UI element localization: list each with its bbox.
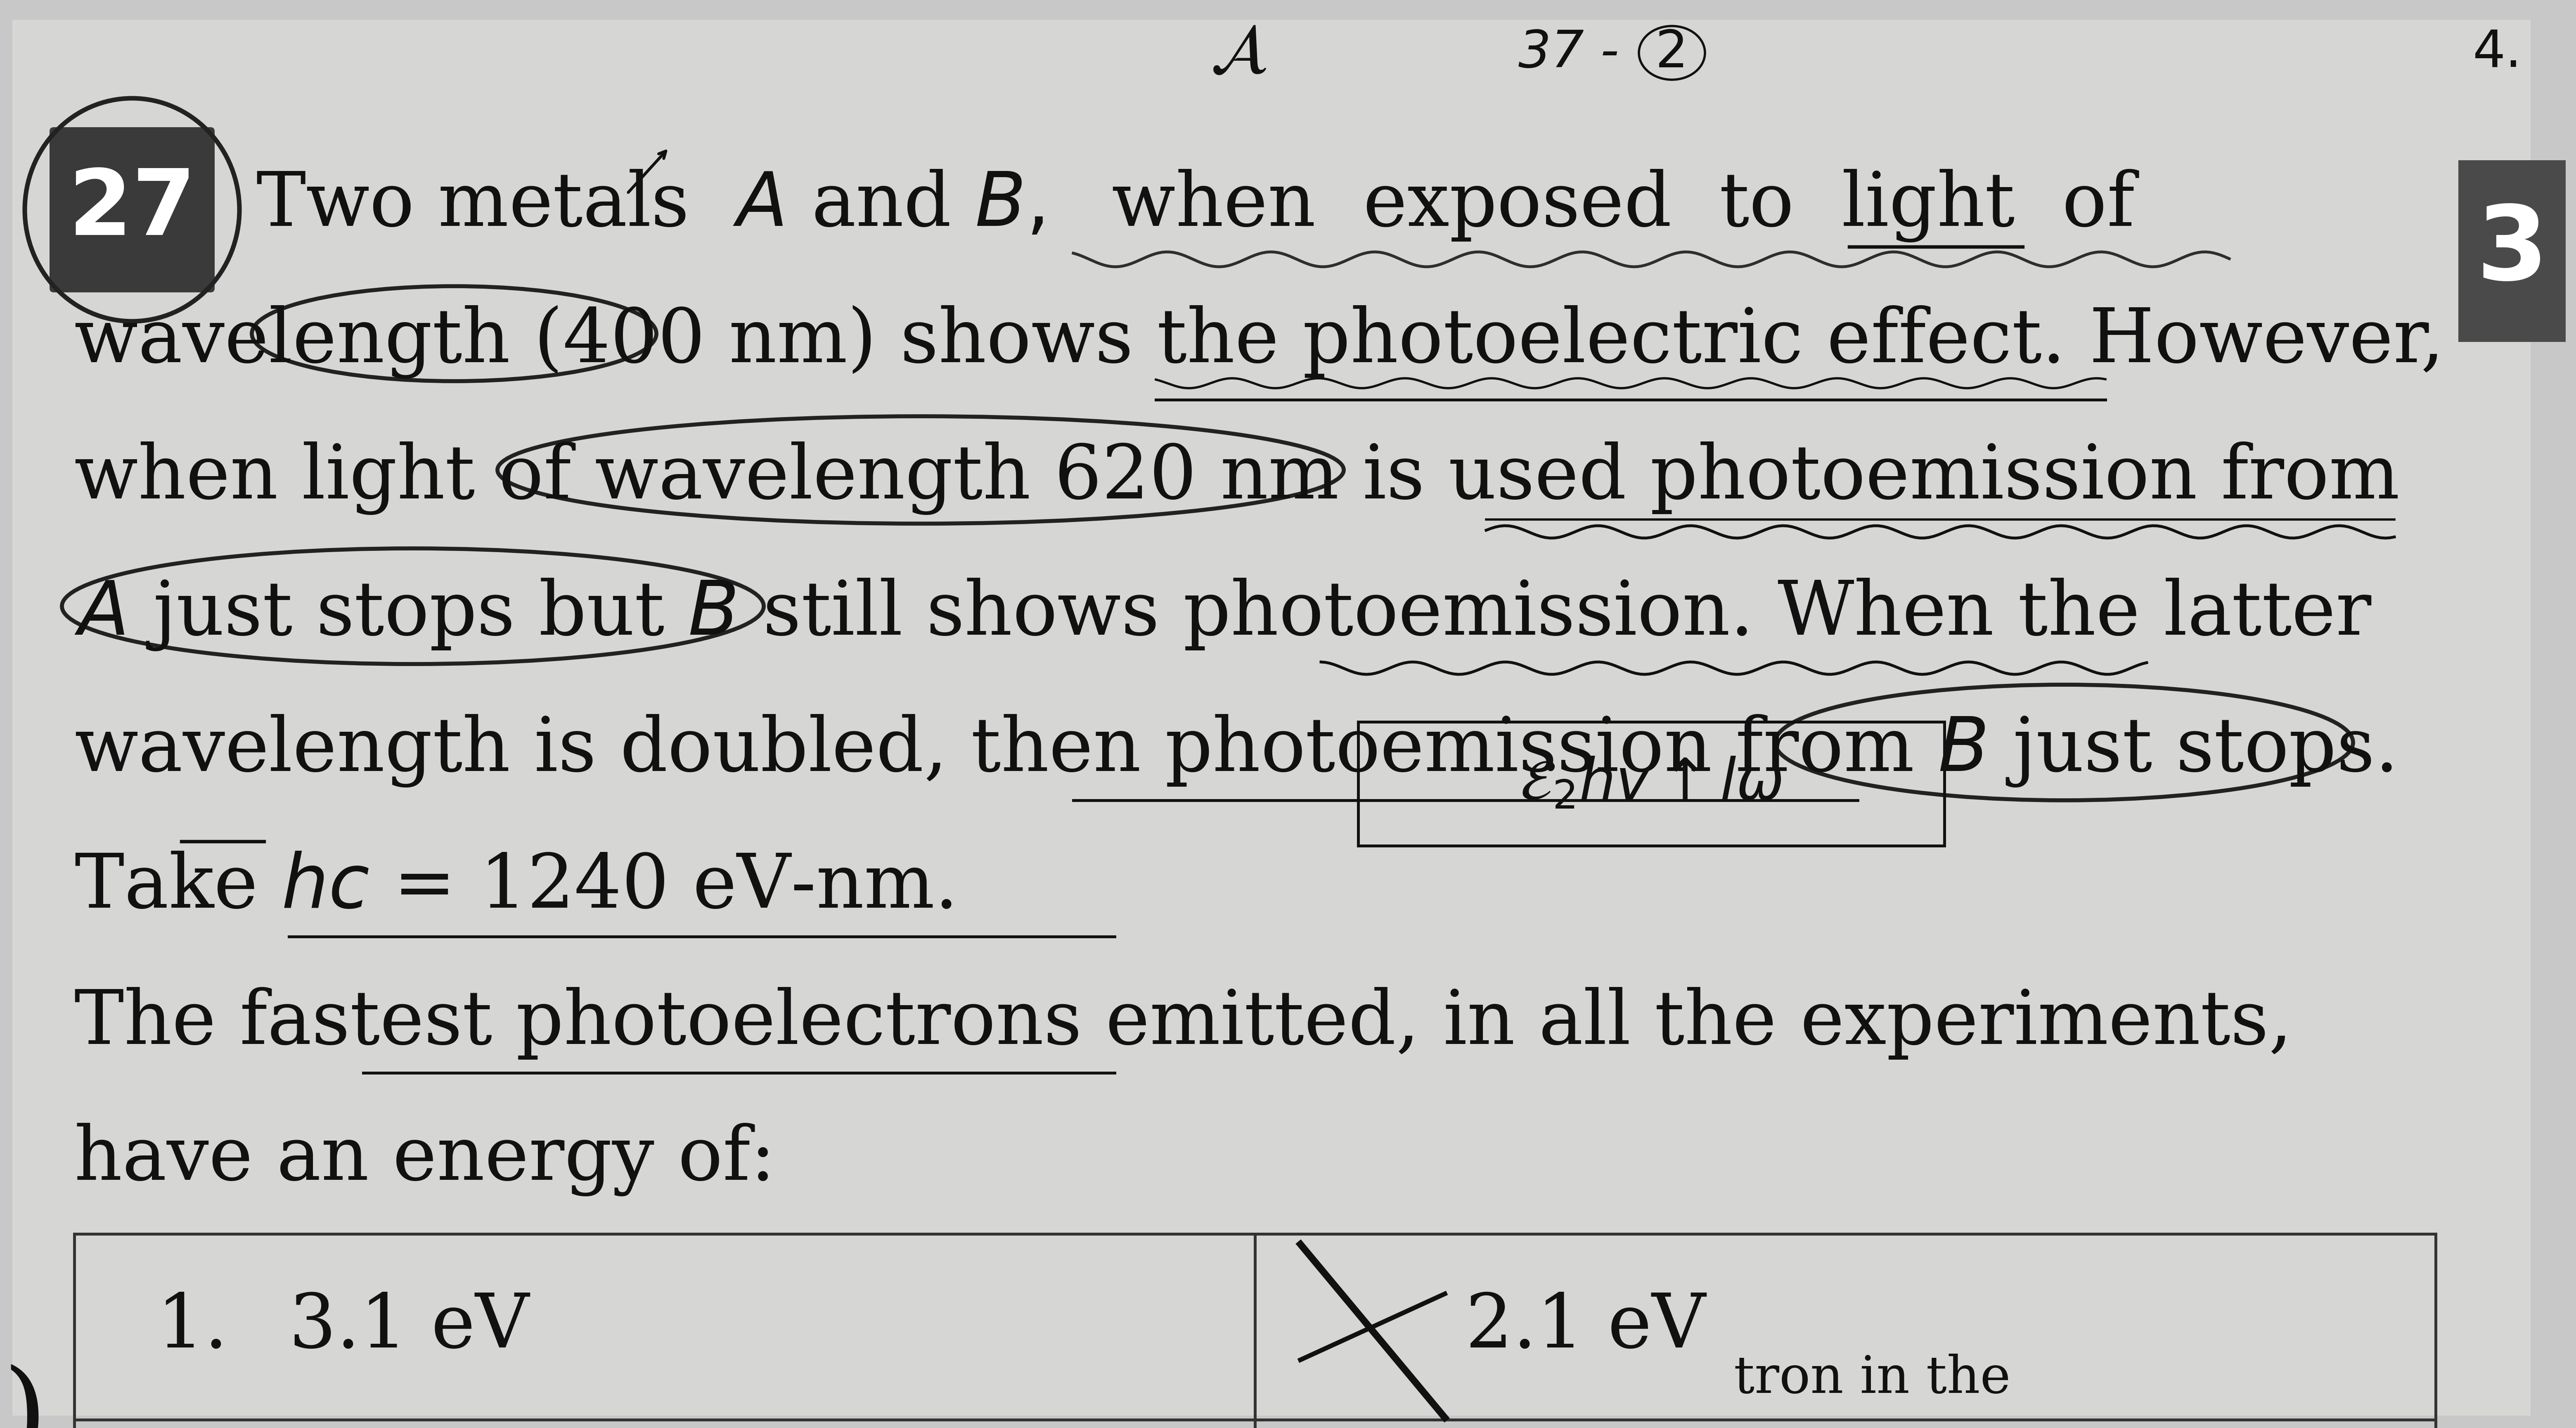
Text: 2: 2 <box>1656 29 1687 79</box>
Text: Take $hc$ = 1240 eV-nm.: Take $hc$ = 1240 eV-nm. <box>75 851 953 924</box>
Text: 37 -: 37 - <box>1517 29 1620 79</box>
Text: 3: 3 <box>2476 201 2548 301</box>
Text: tron in the: tron in the <box>1734 1354 2012 1404</box>
Text: wavelength is doubled, then photoemission from $B$ just stops.: wavelength is doubled, then photoemissio… <box>75 713 2393 788</box>
Text: 27: 27 <box>67 166 196 254</box>
Text: $\mathcal{E}_{2}hv\uparrow l\omega$: $\mathcal{E}_{2}hv\uparrow l\omega$ <box>1520 755 1783 811</box>
Text: 4.: 4. <box>2473 29 2522 79</box>
FancyBboxPatch shape <box>2458 160 2566 341</box>
FancyBboxPatch shape <box>49 127 214 293</box>
Text: The fastest photoelectrons emitted, in all the experiments,: The fastest photoelectrons emitted, in a… <box>75 987 2293 1060</box>
Text: have an energy of:: have an energy of: <box>75 1122 775 1197</box>
Text: $\mathcal{A}$: $\mathcal{A}$ <box>1211 19 1267 87</box>
Text: ): ) <box>3 1364 46 1428</box>
Text: 3.1 eV: 3.1 eV <box>289 1291 528 1364</box>
Text: 2.1 eV: 2.1 eV <box>1466 1291 1705 1364</box>
FancyBboxPatch shape <box>13 20 2530 1415</box>
Text: when light of wavelength 620 nm is used photoemission from: when light of wavelength 620 nm is used … <box>75 441 2401 516</box>
Text: Two metals  $A$ and $B,$  when  exposed  to  light  of: Two metals $A$ and $B,$ when exposed to … <box>255 169 2141 243</box>
Text: $A$ just stops but $B$ still shows photoemission. When the latter: $A$ just stops but $B$ still shows photo… <box>75 577 2372 653</box>
Text: wavelength (400 nm) shows the photoelectric effect. However,: wavelength (400 nm) shows the photoelect… <box>75 306 2445 378</box>
Text: 1.: 1. <box>157 1291 227 1364</box>
